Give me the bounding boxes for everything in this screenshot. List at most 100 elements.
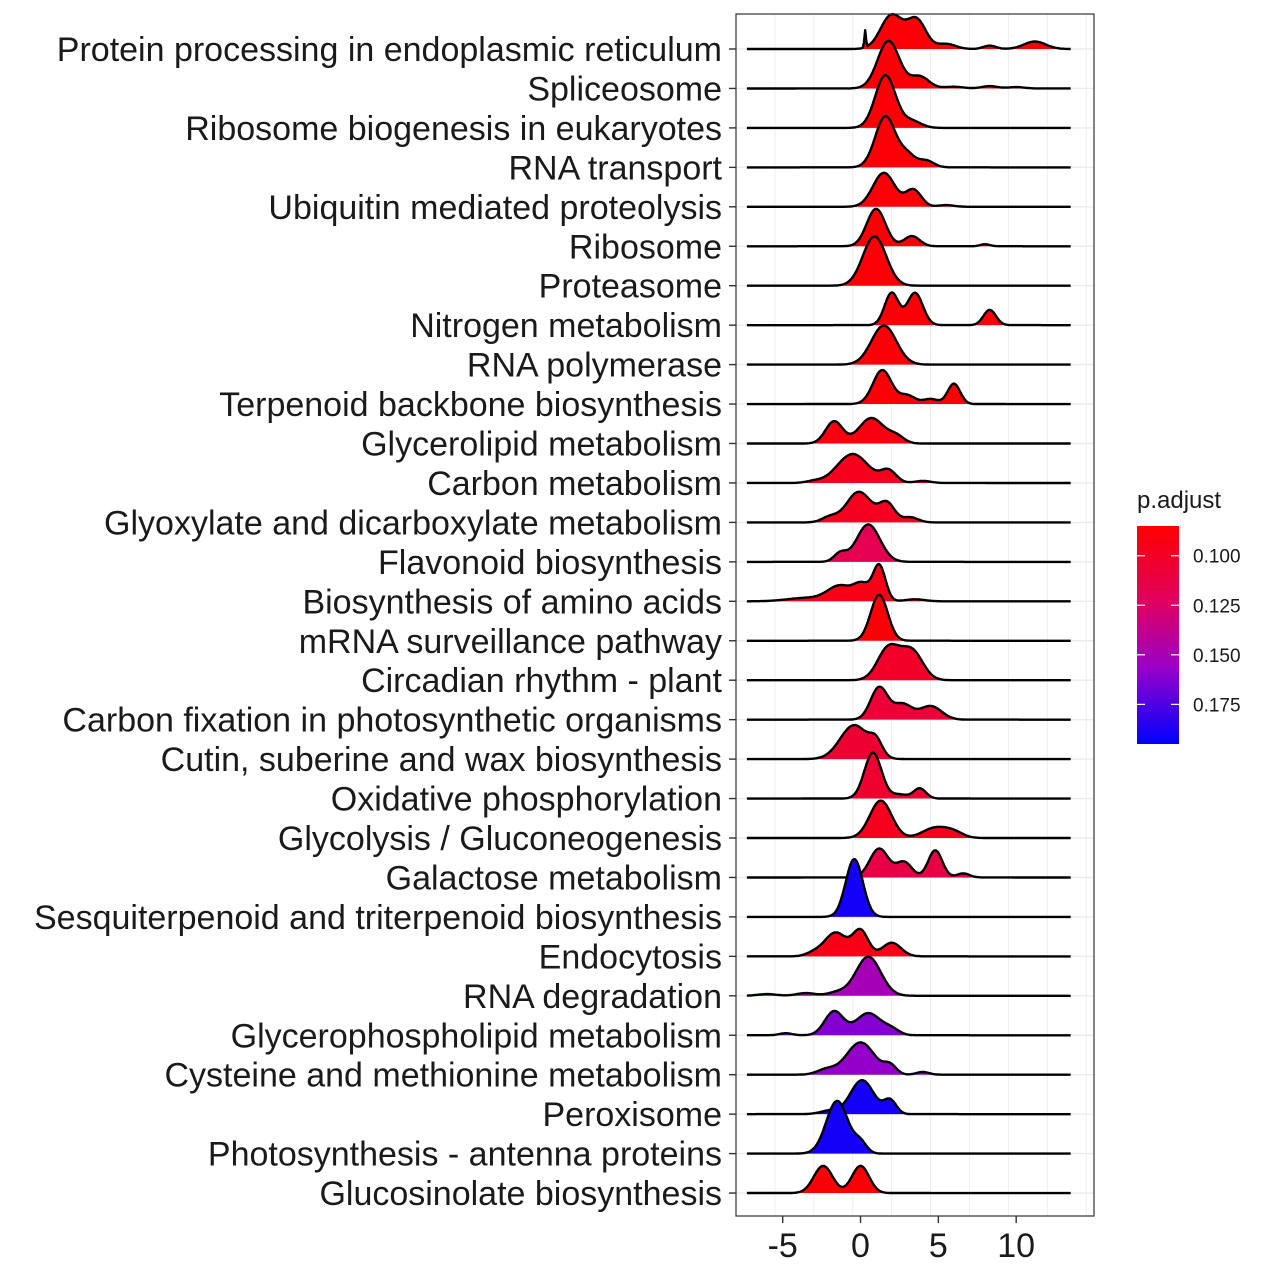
ridge-fill [746, 14, 1071, 50]
panel-border [735, 13, 1095, 1217]
y-tick-label: Biosynthesis of amino acids [302, 583, 722, 621]
ridge-line [746, 207, 1071, 248]
ridge [746, 368, 1071, 406]
y-tick-label: Carbon metabolism [427, 465, 722, 503]
ridge [746, 857, 1071, 919]
ridge-fill [746, 564, 1071, 602]
ridge [746, 324, 1071, 366]
ridge-line [746, 593, 1071, 642]
ridge-line [746, 171, 1071, 208]
ridge-fill [746, 172, 1071, 207]
legend-ticks: 0.100 0.125 0.150 0.175 [1137, 547, 1241, 716]
ridge [746, 115, 1071, 169]
ridge-line [746, 1009, 1071, 1037]
ridge-line [746, 723, 1071, 761]
y-tick-label: Circadian rhythm - plant [361, 662, 722, 700]
y-tick-label: Nitrogen metabolism [410, 307, 722, 345]
ridge [746, 799, 1071, 840]
ridge-line [746, 751, 1071, 800]
ridge [746, 171, 1071, 208]
ridge [746, 1041, 1071, 1076]
legend-colorbar [1137, 526, 1179, 744]
ridge [746, 642, 1071, 682]
ridge-line [746, 1099, 1071, 1155]
ridge-fill [746, 40, 1071, 89]
x-axis: -5 0 5 10 [768, 1216, 1035, 1265]
ridge-line [746, 847, 1071, 879]
y-tick-label: RNA polymerase [467, 347, 722, 385]
y-tick-label: Ribosome [569, 228, 722, 266]
y-tick-label: Oxidative phosphorylation [331, 781, 722, 819]
ridges [746, 12, 1071, 1195]
ridge-line [746, 1041, 1071, 1076]
legend-tick-label: 0.125 [1193, 596, 1241, 617]
ridge [746, 927, 1071, 958]
y-tick-label: Sesquiterpenoid and triterpenoid biosynt… [34, 899, 722, 937]
ridge-line [746, 115, 1071, 169]
ridge-line [746, 452, 1071, 485]
ridge [746, 416, 1071, 445]
ridge-fill [746, 686, 1071, 720]
y-tick-label: Glyoxylate and dicarboxylate metabolism [104, 504, 722, 542]
ridge-line [746, 685, 1071, 721]
ridge-fill [746, 418, 1071, 444]
y-tick-label: Proteasome [539, 268, 722, 306]
x-tick-label: 10 [997, 1227, 1035, 1265]
legend-tick-label: 0.175 [1193, 695, 1241, 716]
y-axis: Protein processing in endoplasmic reticu… [34, 31, 736, 1213]
legend-tick-label: 0.150 [1193, 646, 1241, 667]
ridge [746, 1164, 1071, 1195]
ridge-line [746, 235, 1071, 287]
ridge-fill [746, 1101, 1071, 1154]
y-tick-label: Ubiquitin mediated proteolysis [268, 189, 722, 227]
y-tick-label: RNA transport [508, 149, 722, 187]
ridge-line [746, 12, 1071, 51]
x-tick-label: 5 [929, 1227, 948, 1265]
ridge [746, 593, 1071, 642]
y-tick-label: Galactose metabolism [386, 859, 722, 897]
ridge [746, 490, 1071, 524]
ridge-fill [746, 208, 1071, 247]
ridge-line [746, 291, 1071, 327]
y-tick-label: mRNA surveillance pathway [299, 623, 722, 661]
ridge-fill [746, 1165, 1071, 1194]
y-tick-label: Glycolysis / Gluconeogenesis [278, 820, 722, 858]
x-tick-label: -5 [768, 1227, 798, 1265]
y-tick-label: Glycerophospholipid metabolism [231, 1017, 722, 1055]
y-tick-label: Carbon fixation in photosynthetic organi… [62, 702, 722, 740]
x-tick-label: 0 [851, 1227, 870, 1265]
y-tick-label: Flavonoid biosynthesis [378, 544, 722, 582]
ridge-fill [746, 116, 1071, 168]
ridge [746, 452, 1071, 485]
ridge-line [746, 955, 1071, 997]
ridge [746, 207, 1071, 248]
ridge [746, 1099, 1071, 1155]
y-tick-label: Spliceosome [527, 70, 722, 108]
ridge-line [746, 324, 1071, 366]
ridge [746, 955, 1071, 997]
y-tick-label: Endocytosis [539, 938, 722, 976]
y-tick-label: Cysteine and methionine metabolism [164, 1057, 722, 1095]
ridge [746, 12, 1071, 51]
ridge [746, 562, 1071, 603]
ridge [746, 751, 1071, 800]
y-tick-label: Glycerolipid metabolism [361, 426, 722, 464]
ridge [746, 1009, 1071, 1037]
ridge [746, 291, 1071, 327]
ridge-line [746, 927, 1071, 958]
ridge-line [746, 490, 1071, 524]
ridge-line [746, 799, 1071, 840]
ridge-line [746, 1164, 1071, 1195]
ridge-line [746, 857, 1071, 919]
ridge-line [746, 1079, 1071, 1116]
ridge-line [746, 642, 1071, 682]
ridge-fill [746, 370, 1071, 405]
y-tick-label: Terpenoid backbone biosynthesis [219, 386, 722, 424]
ridge-line [746, 73, 1071, 130]
ridge-line [746, 416, 1071, 445]
y-tick-label: Glucosinolate biosynthesis [319, 1175, 722, 1213]
y-tick-label: Cutin, suberine and wax biosynthesis [161, 741, 722, 779]
ridge-fill [746, 848, 1071, 878]
